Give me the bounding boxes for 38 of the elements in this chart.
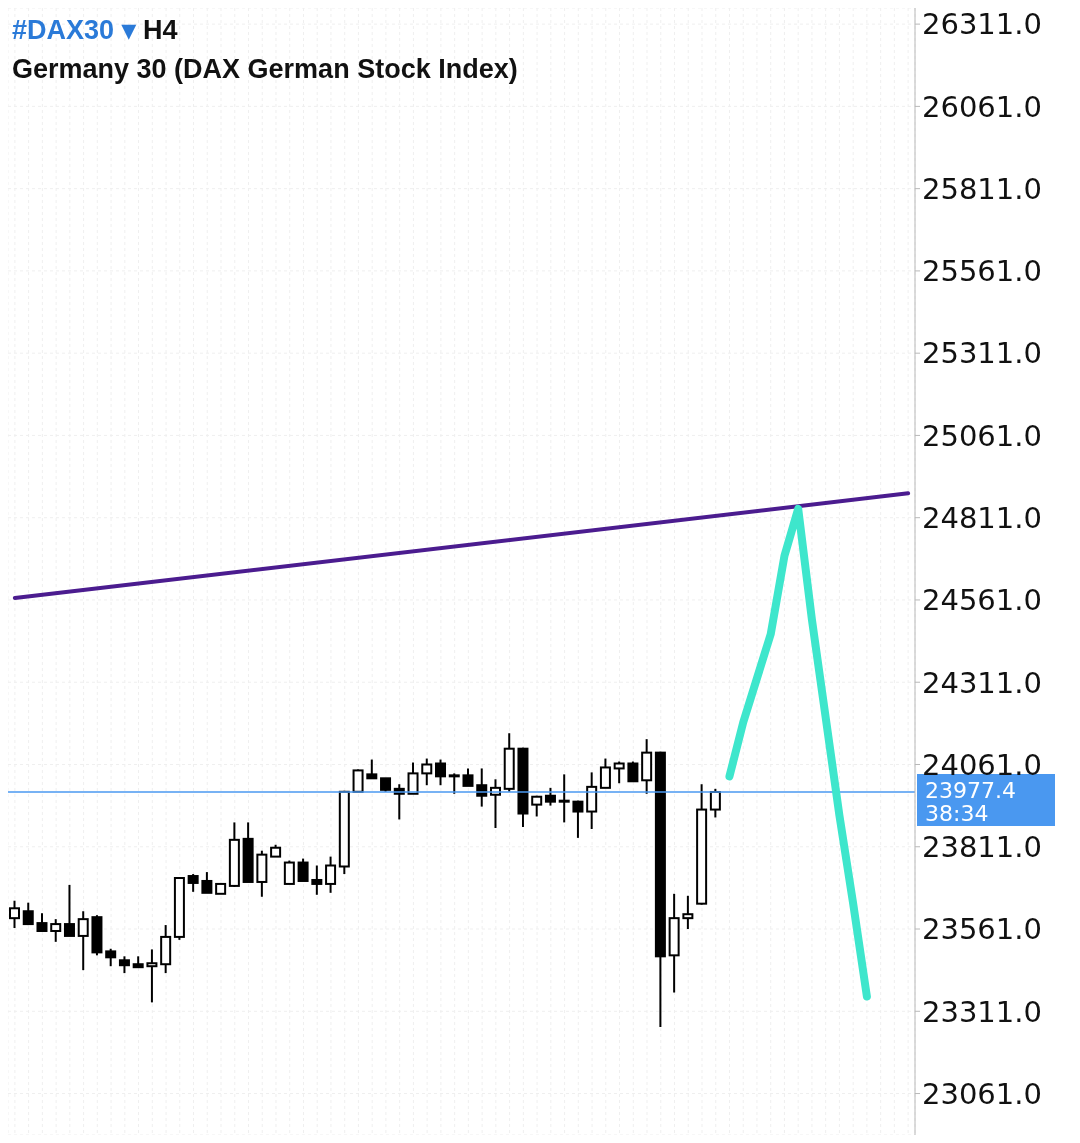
text: Germany 30 (DAX German Stock Index): [12, 54, 518, 85]
y-tick-label: 26061.0: [922, 89, 1042, 124]
candlestick: [558, 773, 570, 824]
y-tick-label: 23311.0: [922, 994, 1042, 1029]
y-tick-label: 23811.0: [922, 830, 1042, 865]
candlestick: [201, 871, 213, 894]
chart-title: #DAX30 ▾ H4: [12, 15, 178, 45]
candlestick: [407, 761, 419, 795]
y-tick-label: 24561.0: [922, 583, 1042, 618]
candlestick: [325, 855, 337, 894]
y-tick-label: 25311.0: [922, 336, 1042, 371]
candlestick: [572, 799, 584, 839]
candlestick: [448, 772, 460, 795]
y-tick-label: 24311.0: [922, 665, 1042, 700]
candlestick: [682, 894, 694, 931]
candlestick: [9, 899, 20, 930]
text: 38:34: [925, 801, 989, 826]
candlestick: [709, 787, 721, 819]
candlestick: [599, 757, 611, 789]
y-tick-label: 25061.0: [922, 418, 1042, 453]
y-tick-label: 25561.0: [922, 254, 1042, 289]
candlestick: [63, 883, 75, 937]
candlestick: [627, 760, 639, 783]
candlestick: [435, 758, 447, 787]
candlestick: [311, 864, 323, 896]
candlestick: [366, 758, 378, 780]
y-tick-label: 26311.0: [922, 7, 1042, 42]
y-tick-label: 23061.0: [922, 1076, 1042, 1111]
candlestick: [421, 757, 433, 787]
y-tick-label: 24811.0: [922, 501, 1042, 535]
y-tick-label: 23561.0: [922, 912, 1042, 947]
candlestick: [77, 910, 89, 972]
candlestick: [50, 918, 62, 943]
candlestick: [297, 857, 309, 882]
candlestick: [146, 948, 158, 1004]
y-tick-label: 25811.0: [922, 171, 1042, 206]
candlestick: [613, 760, 625, 785]
candlestick: [283, 859, 295, 885]
